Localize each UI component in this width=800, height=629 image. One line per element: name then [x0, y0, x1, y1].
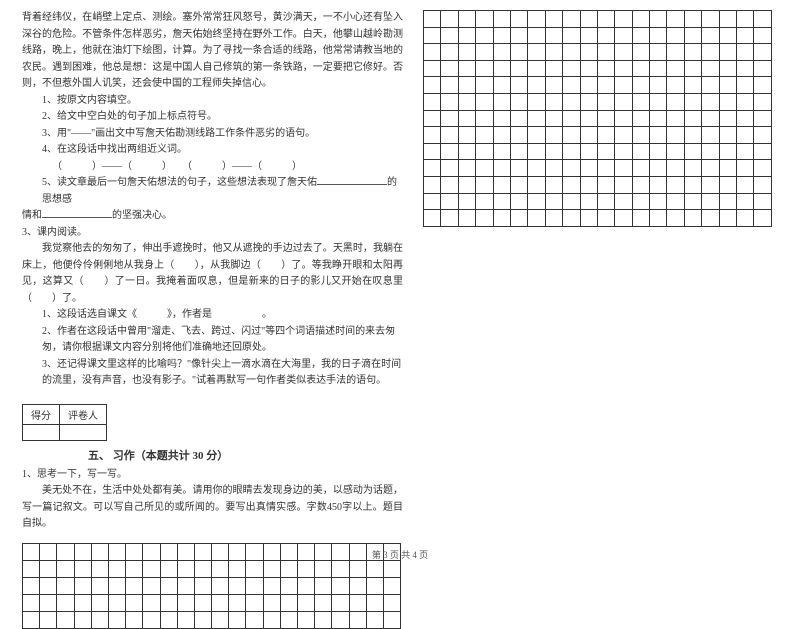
question-5: 5、读文章最后一句詹天佑想法的句子，这些想法表现了詹天佑的思想感: [22, 175, 403, 208]
score-table: 得分 评卷人: [22, 404, 107, 441]
page-footer: 第 3 页 共 4 页: [0, 548, 800, 561]
section-5-title: 五、 习作（本题共计 30 分）: [22, 447, 403, 463]
question-5-line2: 情和 的坚强决心。: [22, 208, 403, 225]
q5-part-d: 的坚强决心。: [112, 210, 172, 221]
grader-label: 评卷人: [60, 404, 107, 424]
score-label: 得分: [23, 404, 60, 424]
p2-question-2: 2、作者在这段话中曾用"溜走、飞去、跨过、闪过"等四个词语描述时间的来去匆匆，请…: [22, 324, 403, 357]
score-cell[interactable]: [23, 424, 60, 440]
question-2: 2、给文中空白处的句子加上标点符号。: [22, 109, 403, 126]
question-1: 1、按原文内容填空。: [22, 93, 403, 110]
section-3-label: 3、课内阅读。: [22, 225, 403, 242]
question-3: 3、用"——"画出文中写詹天佑勘测线路工作条件恶劣的语句。: [22, 126, 403, 143]
passage-2: 我觉察他去的匆匆了，伸出手遮挽时，他又从遮挽的手边过去了。天黑时，我躺在床上，他…: [22, 241, 403, 307]
essay-prompt-1: 1、思考一下，写一写。: [22, 467, 403, 484]
question-4-blanks: （ ）——（ ） （ ）——（ ）: [22, 159, 403, 176]
writing-grid-top[interactable]: [423, 10, 772, 227]
essay-prompt-2: 美无处不在，生活中处处都有美。请用你的眼睛去发现身边的美，以感动为话题，写一篇记…: [22, 483, 403, 533]
blank-fill[interactable]: [317, 176, 387, 185]
p2-question-3: 3、还记得课文里这样的比喻吗？"像针尖上一滴水滴在大海里，我的日子滴在时间的流里…: [22, 357, 403, 390]
q5-part-c: 情和: [22, 210, 42, 221]
question-4: 4、在这段话中找出两组近义词。: [22, 142, 403, 159]
grader-cell[interactable]: [60, 424, 107, 440]
p2-question-1: 1、这段话选自课文《 》，作者是 。: [22, 307, 403, 324]
q5-part-a: 5、读文章最后一句詹天佑想法的句子，这些想法表现了詹天佑: [42, 177, 317, 188]
passage-text: 背着经纬仪，在峭壁上定点、测绘。塞外常常狂风怒号，黄沙满天，一不小心还有坠入深谷…: [22, 10, 403, 93]
blank-fill-2[interactable]: [42, 209, 112, 218]
